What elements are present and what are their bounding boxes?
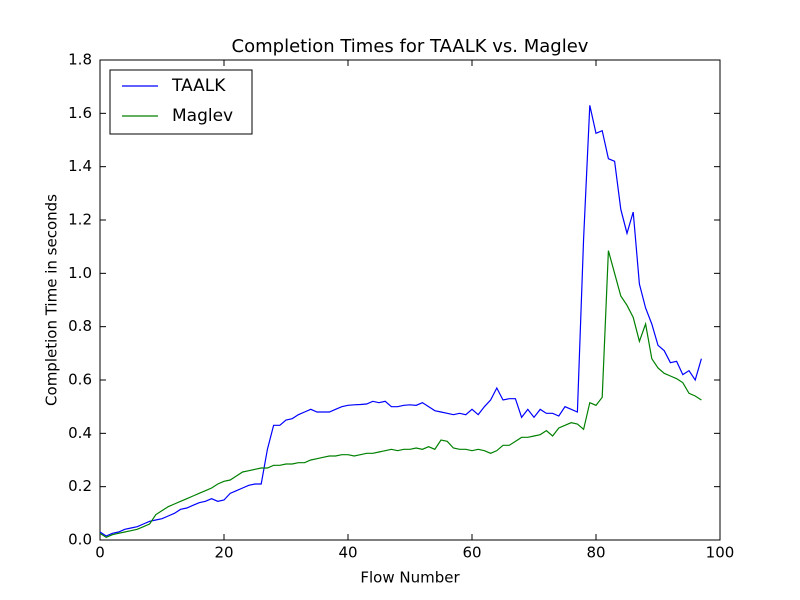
y-tick-label: 0.6: [68, 371, 92, 389]
x-axis-label: Flow Number: [360, 569, 460, 587]
plot-frame: [99, 59, 721, 541]
x-tick-label: 100: [706, 544, 735, 562]
y-tick-label: 1.0: [68, 264, 92, 282]
y-axis-label: Completion Time in seconds: [43, 194, 61, 406]
chart-title: Completion Times for TAALK vs. Maglev: [232, 36, 589, 57]
x-tick-label: 40: [338, 544, 357, 562]
x-tick-label: 80: [586, 544, 605, 562]
data-line: [99, 250, 702, 539]
y-tick-label: 0.4: [68, 424, 92, 442]
x-tick-label: 0: [95, 544, 105, 562]
x-tick-label: 60: [462, 544, 481, 562]
legend-label: TAALK: [171, 76, 226, 96]
y-tick-label: 0.2: [68, 477, 92, 495]
y-tick-label: 0.0: [68, 531, 92, 549]
y-tick-label: 0.8: [68, 317, 92, 335]
y-tick-label: 1.8: [68, 51, 92, 69]
data-line: [99, 105, 702, 537]
y-tick-label: 1.6: [68, 104, 92, 122]
legend-label: Maglev: [172, 106, 233, 126]
legend-box: [109, 69, 253, 135]
y-tick-label: 1.2: [68, 211, 92, 229]
y-tick-label: 1.4: [68, 157, 92, 175]
x-tick-label: 20: [214, 544, 233, 562]
